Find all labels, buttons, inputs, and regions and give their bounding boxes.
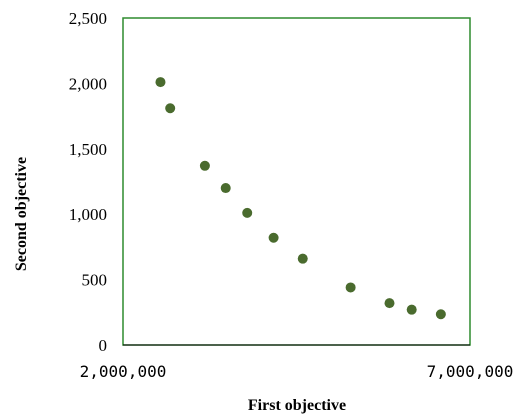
x-axis-ticks: 2,000,000 7,000,000 bbox=[80, 362, 514, 381]
y-axis-ticks: 0 500 1,000 1,500 2,000 2,500 bbox=[69, 9, 107, 355]
y-tick-label: 500 bbox=[82, 271, 108, 290]
y-tick-label: 1,500 bbox=[69, 140, 107, 159]
y-tick-label: 2,000 bbox=[69, 74, 107, 93]
data-point bbox=[199, 160, 210, 171]
plot-frame bbox=[122, 17, 471, 346]
data-point bbox=[220, 183, 231, 194]
y-tick-label: 1,000 bbox=[69, 205, 107, 224]
data-point bbox=[384, 298, 395, 309]
x-tick-label: 7,000,000 bbox=[427, 362, 514, 381]
data-point bbox=[155, 77, 166, 88]
data-point bbox=[242, 207, 253, 218]
data-point bbox=[268, 232, 279, 243]
y-tick-label: 0 bbox=[99, 336, 108, 355]
plot-border bbox=[122, 17, 471, 346]
data-point bbox=[406, 304, 417, 315]
data-point bbox=[165, 103, 176, 114]
data-point bbox=[297, 253, 308, 264]
data-point bbox=[435, 309, 446, 320]
x-axis-title: First objective bbox=[248, 397, 346, 414]
data-points bbox=[155, 77, 446, 320]
x-tick-label: 2,000,000 bbox=[80, 362, 167, 381]
data-point bbox=[345, 282, 356, 293]
y-axis-title: Second objective bbox=[13, 157, 30, 271]
y-tick-label: 2,500 bbox=[69, 9, 107, 28]
